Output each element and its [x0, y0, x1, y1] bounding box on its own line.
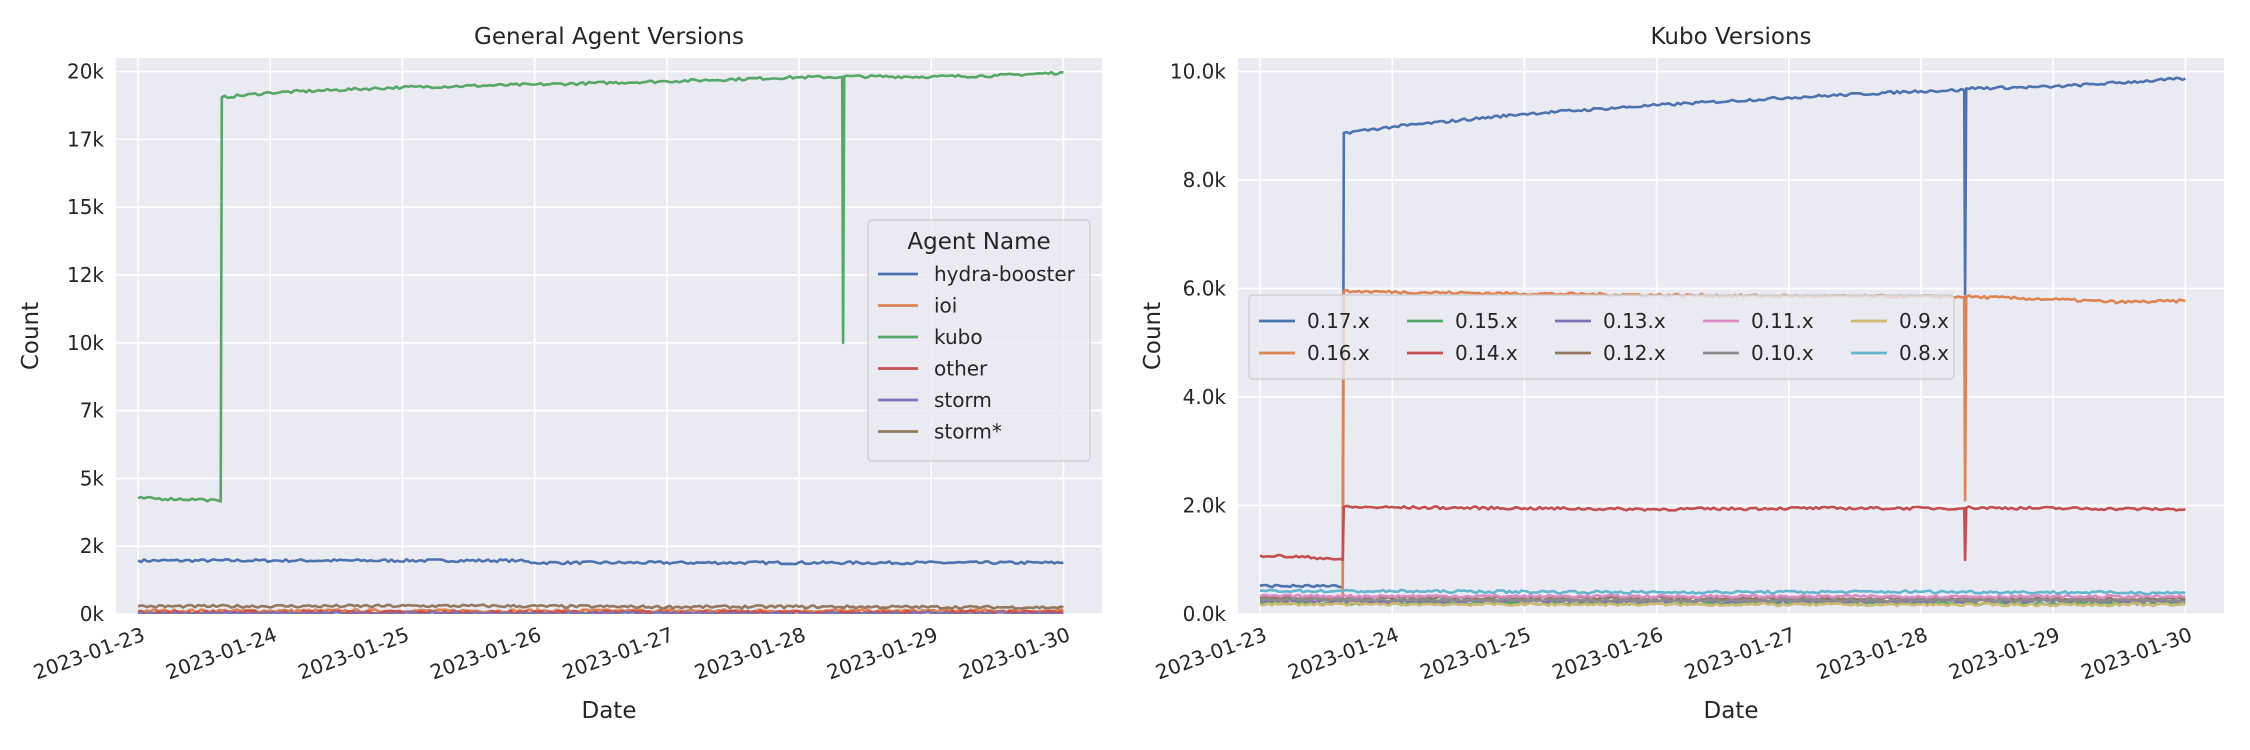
chart-title: General Agent Versions [474, 24, 744, 50]
x-tick-label: 2023-01-30 [956, 622, 1073, 684]
series-group [137, 70, 1064, 614]
legend-entry: 0.12.x [1603, 341, 1666, 365]
legend: Agent Name hydra-booster ioi kubo other storm… [867, 219, 1091, 462]
x-tick-label: 2023-01-29 [824, 622, 941, 684]
legend-entry: other [934, 357, 988, 381]
series-line-0-8-x [1260, 588, 2186, 596]
legend-entry: storm* [934, 420, 1002, 444]
y-tick-label: 20k [67, 60, 104, 84]
series-line-0-9-x [1259, 601, 2186, 608]
x-tick-label: 2023-01-26 [1549, 622, 1666, 684]
y-tick-label: 2k [80, 534, 105, 558]
x-tick-label: 2023-01-25 [295, 622, 412, 684]
legend-entry: hydra-booster [934, 262, 1076, 286]
legend-entry: 0.8.x [1899, 341, 1949, 365]
y-tick-label: 4.0k [1183, 385, 1227, 409]
series-line-0-11-x [1259, 593, 2186, 600]
chart-title: Kubo Versions [1650, 24, 1811, 50]
legend-entry: storm [934, 388, 992, 412]
legend-entry: 0.9.x [1899, 309, 1949, 333]
series-line-hydra-booster [137, 557, 1064, 566]
y-tick-label: 2.0k [1183, 494, 1227, 518]
y-tick-label: 5k [80, 466, 105, 490]
x-tick-label: 2023-01-29 [1946, 622, 2063, 684]
y-tick-label: 8.0k [1183, 168, 1227, 192]
series-line-ioi [137, 608, 1064, 614]
x-tick-label: 2023-01-23 [1152, 622, 1269, 684]
y-tick-label: 10.0k [1170, 60, 1227, 84]
legend-box [1248, 294, 1955, 380]
x-axis-label: Date [1704, 698, 1759, 724]
y-tick-label: 17k [67, 127, 104, 151]
legend-entry: 0.13.x [1603, 309, 1666, 333]
legend-entry: ioi [934, 294, 957, 318]
legend-entry: 0.16.x [1307, 341, 1370, 365]
y-axis-label: Count [1140, 302, 1166, 370]
y-tick-label: 7k [80, 399, 105, 423]
legend-entry: kubo [934, 325, 983, 349]
x-axis-label: Date [582, 698, 637, 724]
y-tick-label: 6.0k [1183, 277, 1227, 301]
y-axis-label: Count [18, 302, 44, 370]
series-line-storm [137, 610, 1064, 614]
x-tick-label: 2023-01-30 [2078, 622, 2195, 684]
legend-entry: 0.17.x [1307, 309, 1370, 333]
legend-title: Agent Name [907, 229, 1050, 255]
chart-kubo-versions: 0.0k 2.0k 4.0k 6.0k 8.0k 10.0k 2023-01-23 2023-… [1140, 24, 2224, 724]
series-line-0-17-x [1259, 76, 2186, 589]
series-line-storm [137, 603, 1064, 610]
x-tick-label: 2023-01-27 [1681, 622, 1798, 684]
x-tick-label: 2023-01-28 [1813, 622, 1930, 684]
x-tick-label: 2023-01-23 [30, 622, 147, 684]
y-tick-label: 0k [80, 602, 105, 626]
legend-entry: 0.15.x [1455, 309, 1518, 333]
series-group [1259, 76, 2186, 608]
chart-general-agent-versions: 0k 2k 5k 7k 10k 12k 15k 17k 20k 2023-01-23 2023-01… [18, 24, 1102, 724]
x-tick-label: 2023-01-26 [427, 622, 544, 684]
x-tick-label: 2023-01-27 [559, 622, 676, 684]
y-tick-label: 15k [67, 195, 104, 219]
series-line-kubo [137, 70, 1064, 503]
y-tick-label: 10k [67, 331, 104, 355]
y-tick-label: 12k [67, 263, 104, 287]
x-tick-label: 2023-01-24 [1285, 622, 1402, 684]
legend-entry: 0.10.x [1751, 341, 1814, 365]
legend-box [867, 219, 1091, 462]
series-line-0-14-x [1259, 504, 2186, 562]
legend: 0.17.x 0.16.x 0.15.x 0.14.x 0.13.x 0.12.x 0.11… [1248, 294, 1955, 380]
legend-entry: 0.14.x [1455, 341, 1518, 365]
x-tick-label: 2023-01-25 [1417, 622, 1534, 684]
series-line-0-10-x [1259, 597, 2186, 603]
x-tick-label: 2023-01-28 [691, 622, 808, 684]
legend-entry: 0.11.x [1751, 309, 1814, 333]
x-tick-label: 2023-01-24 [163, 622, 280, 684]
y-tick-label: 0.0k [1183, 602, 1227, 626]
